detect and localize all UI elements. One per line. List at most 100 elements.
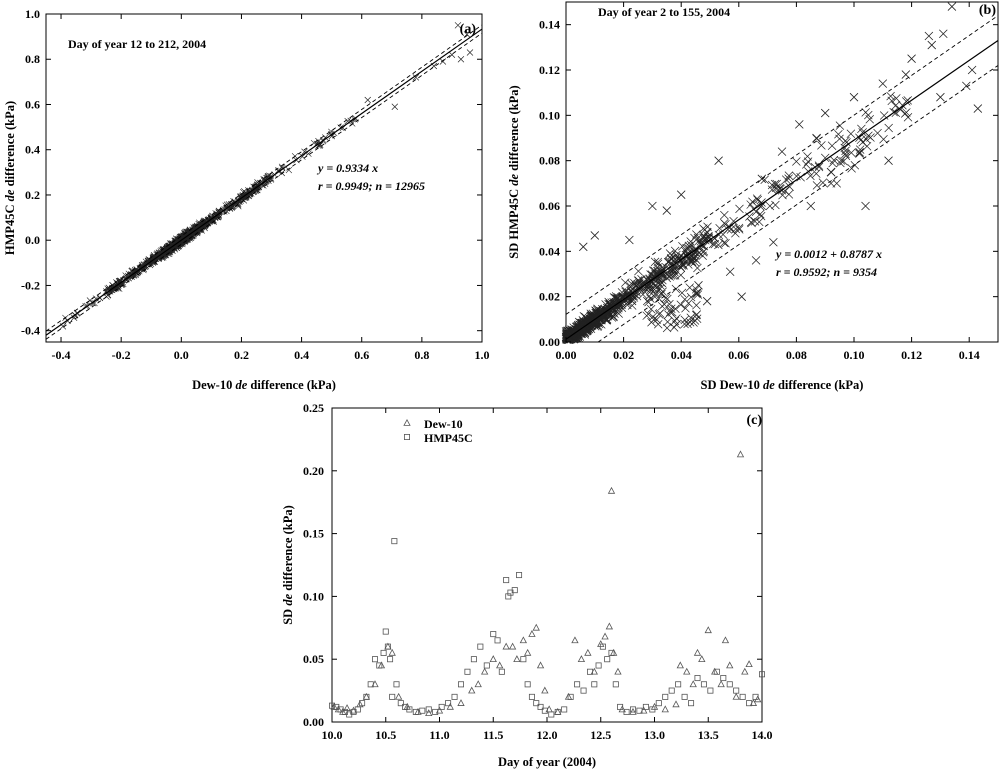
- dew-10-point: [721, 636, 730, 644]
- scatter-point-b: [681, 303, 690, 313]
- legend-triangle-marker: [403, 418, 411, 426]
- c-xtick-label: 10.0: [322, 728, 343, 742]
- outlier-point-b: [777, 147, 787, 156]
- b-xtick-label: 0.02: [613, 348, 634, 362]
- hmp45c-point: [464, 668, 471, 675]
- panel-c-xlabel: Day of year (2004): [498, 755, 596, 769]
- outlier-point-b: [826, 167, 836, 177]
- outlier-point-b: [907, 54, 916, 63]
- scatter-point-b: [563, 326, 573, 336]
- a-ytick-label: 0.8: [25, 52, 40, 66]
- scatter-point-b: [826, 179, 836, 188]
- scatter-point-b: [818, 178, 828, 187]
- scatter-point-b: [642, 296, 652, 306]
- scatter-point-b: [634, 276, 644, 286]
- panel-a-stats: r = 0.9949; n = 12965: [318, 179, 425, 193]
- scatter-point-a: [112, 285, 120, 292]
- scatter-point-a: [131, 266, 139, 274]
- outlier-point-b: [936, 92, 945, 102]
- panel-c-ticks: 10.0 10.5 11.0 11.5 12.0 12.5 13.0 13.5 14.0 0.00…: [303, 401, 773, 742]
- b-ytick-label: 0.14: [539, 18, 560, 32]
- hmp45c-point: [363, 693, 370, 700]
- b-ytick-label: 0.02: [539, 290, 560, 304]
- scatter-point-b: [820, 153, 830, 163]
- c-xtick-label: 13.5: [698, 728, 719, 742]
- hmp45c-point: [587, 668, 594, 675]
- a-xtick-label: 0.2: [234, 348, 249, 362]
- outlier-point-b: [973, 104, 983, 113]
- scatter-point-b: [902, 108, 911, 117]
- legend-square-marker: [403, 433, 410, 440]
- scatter-point-b: [637, 274, 646, 284]
- legend-marker-hmp45c: [403, 433, 410, 440]
- a-xtick-label: -0.4: [52, 348, 71, 362]
- hmp45c-point: [567, 693, 574, 700]
- hmp45c-point: [457, 681, 464, 688]
- scatter-point-b: [588, 313, 597, 322]
- scatter-point-b: [864, 110, 873, 120]
- dew-10-point: [388, 648, 396, 656]
- scatter-point-b: [721, 239, 730, 248]
- scatter-point-b: [862, 141, 872, 151]
- scatter-point-b: [760, 175, 769, 185]
- hmp45c-point: [380, 649, 387, 656]
- scatter-point-b: [862, 134, 871, 144]
- outlier-point-b: [751, 256, 761, 265]
- hmp45c-point: [636, 707, 643, 714]
- legend-marker-dew-10: [403, 418, 411, 426]
- scatter-point-a: [229, 203, 236, 210]
- scatter-point-b: [634, 266, 643, 276]
- scatter-point-b: [601, 300, 610, 309]
- scatter-point-b: [626, 282, 635, 291]
- scatter-point-b: [855, 145, 865, 154]
- hmp45c-point: [406, 706, 413, 713]
- panel-b-title: Day of year 2 to 155, 2004: [598, 5, 730, 19]
- dew-10-point: [523, 648, 532, 656]
- scatter-point-b: [679, 260, 688, 270]
- outlier-point-b: [662, 206, 672, 215]
- dew-10-point: [502, 642, 510, 650]
- panel-b-equation: y = 0.0012 + 0.8787 x: [774, 247, 882, 261]
- dew-10-point: [528, 630, 536, 637]
- b-xtick-label: 0.14: [959, 348, 980, 362]
- scatter-point-b: [591, 317, 600, 327]
- scatter-point-a: [144, 258, 152, 265]
- scatter-point-b: [812, 181, 822, 190]
- scatter-point-b: [776, 184, 785, 194]
- hmp45c-point: [688, 700, 695, 707]
- scatter-point-a: [251, 184, 258, 191]
- outlier-point-b: [625, 235, 634, 245]
- dew-10-point: [508, 642, 517, 650]
- scatter-point-b: [754, 217, 764, 227]
- scatter-point-a: [91, 299, 98, 307]
- scatter-point-b: [720, 210, 729, 220]
- hmp45c-point: [367, 681, 374, 688]
- dew-10-point: [474, 680, 482, 688]
- b-ytick-label: 0.10: [539, 108, 560, 122]
- scatter-point-b: [672, 314, 681, 323]
- a-ytick-label: 0.4: [25, 143, 40, 157]
- c-xtick-label: 12.0: [537, 728, 558, 742]
- panel-b-frame: [565, 1, 999, 343]
- panel-b: 0.00 0.02 0.04 0.06 0.08 0.10 0.12 0.14 0.00 0.02…: [507, 1, 999, 392]
- b-xtick-label: 0.04: [671, 348, 692, 362]
- scatter-point-b: [752, 194, 762, 203]
- scatter-point-b: [653, 278, 663, 287]
- scatter-point-b: [668, 307, 677, 317]
- scatter-point-b: [828, 158, 837, 168]
- scatter-point-b: [612, 294, 622, 303]
- scatter-point-a: [70, 314, 78, 321]
- hmp45c-point: [498, 668, 505, 675]
- dew-10-point: [435, 706, 444, 714]
- scatter-point-b: [650, 257, 660, 267]
- scatter-point-a: [92, 295, 100, 302]
- hmp45c-point: [541, 707, 548, 714]
- scatter-point-b: [710, 234, 719, 243]
- scatter-point-a: [116, 277, 123, 285]
- scatter-point-b: [671, 284, 681, 294]
- hmp45c-point: [537, 703, 544, 710]
- panel-c-label: (c): [746, 413, 762, 428]
- hmp45c-point: [419, 707, 426, 714]
- hmp45c-point: [630, 706, 637, 713]
- c-xtick-label: 14.0: [752, 728, 773, 742]
